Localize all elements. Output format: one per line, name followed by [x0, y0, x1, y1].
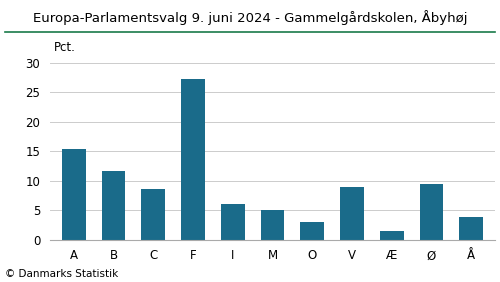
Bar — [380, 232, 404, 240]
Text: Europa-Parlamentsvalg 9. juni 2024 - Gammelgårdskolen, Åbyhøj: Europa-Parlamentsvalg 9. juni 2024 - Gam… — [33, 10, 467, 25]
Bar — [102, 171, 126, 240]
Bar — [221, 204, 244, 240]
Text: Pct.: Pct. — [54, 41, 76, 54]
Bar — [300, 222, 324, 240]
Bar — [62, 149, 86, 240]
Bar — [420, 184, 444, 240]
Bar — [459, 217, 483, 240]
Bar — [260, 210, 284, 240]
Bar — [340, 187, 364, 240]
Bar — [181, 79, 205, 240]
Text: © Danmarks Statistik: © Danmarks Statistik — [5, 269, 118, 279]
Bar — [142, 189, 165, 240]
